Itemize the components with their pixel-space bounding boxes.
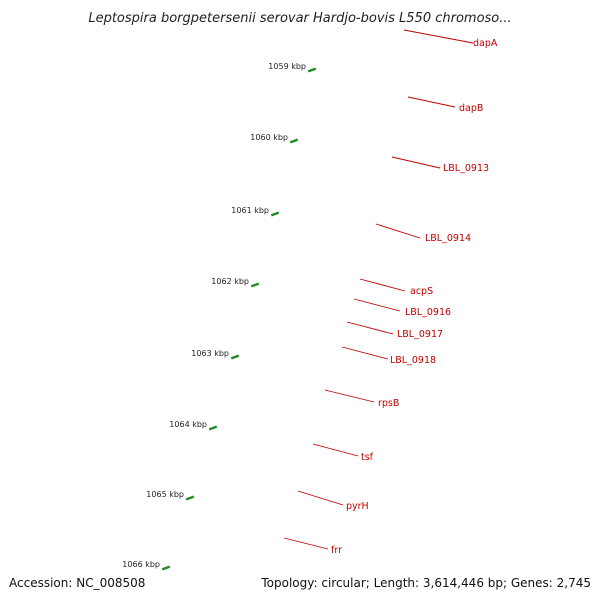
kbp-tick: [208, 425, 218, 431]
gene-label-lbl_0917: LBL_0917: [397, 329, 443, 340]
map-title: Leptospira borgpetersenii serovar Hardjo…: [88, 11, 511, 26]
kbp-tick-label: 1060 kbp: [250, 133, 288, 142]
label-leader-line: [346, 321, 394, 335]
gene-label-lbl_0914: LBL_0914: [425, 233, 471, 244]
gene-label-tsf: tsf: [361, 452, 374, 463]
kbp-tick: [185, 495, 195, 501]
gene-label-dapa: dapA: [473, 38, 498, 49]
label-leader-line: [324, 389, 375, 403]
accession-text: Accession: NC_008508: [9, 576, 145, 590]
genome-summary-text: Topology: circular; Length: 3,614,446 bp…: [260, 576, 591, 590]
label-leader-line: [341, 346, 389, 360]
gene-label-acps: acpS: [410, 286, 433, 297]
label-leader-line: [407, 96, 456, 108]
kbp-tick: [307, 67, 317, 73]
kbp-tick: [289, 138, 299, 144]
kbp-tick: [161, 565, 171, 571]
gene-labels: dapA dapB LBL_0913 LBL_0914 acpS LBL_0916 LBL_…: [283, 29, 498, 556]
kbp-tick-label: 1066 kbp: [122, 560, 160, 569]
label-leader-line: [353, 298, 401, 312]
label-leader-line: [283, 537, 329, 550]
gene-label-rpsb: rpsB: [378, 398, 399, 409]
label-leader-line: [391, 156, 441, 169]
label-leader-line: [375, 223, 421, 239]
kbp-tick-label: 1061 kbp: [231, 206, 269, 215]
kbp-tick: [230, 354, 240, 360]
label-leader-line: [359, 278, 406, 292]
kbp-tick-label: 1064 kbp: [169, 420, 207, 429]
kbp-tick-label: 1065 kbp: [146, 490, 184, 499]
label-leader-line: [297, 490, 344, 506]
gene-label-dapb: dapB: [459, 103, 483, 114]
gene-label-frr: frr: [331, 545, 342, 556]
kbp-tick: [250, 282, 260, 288]
gene-label-lbl_0913: LBL_0913: [443, 163, 489, 174]
label-leader-line: [403, 29, 474, 44]
kbp-tick-label: 1063 kbp: [191, 349, 229, 358]
label-leader-line: [312, 443, 359, 457]
kbp-scale: 1059 kbp 1060 kbp 1061 kbp 1062 kbp 1063 kbp…: [122, 62, 317, 571]
kbp-tick: [270, 211, 280, 217]
gene-label-lbl_0916: LBL_0916: [405, 307, 451, 318]
kbp-tick-label: 1059 kbp: [268, 62, 306, 71]
gene-label-pyrh: pyrH: [346, 501, 369, 512]
kbp-tick-label: 1062 kbp: [211, 277, 249, 286]
gene-label-lbl_0918: LBL_0918: [390, 355, 436, 366]
